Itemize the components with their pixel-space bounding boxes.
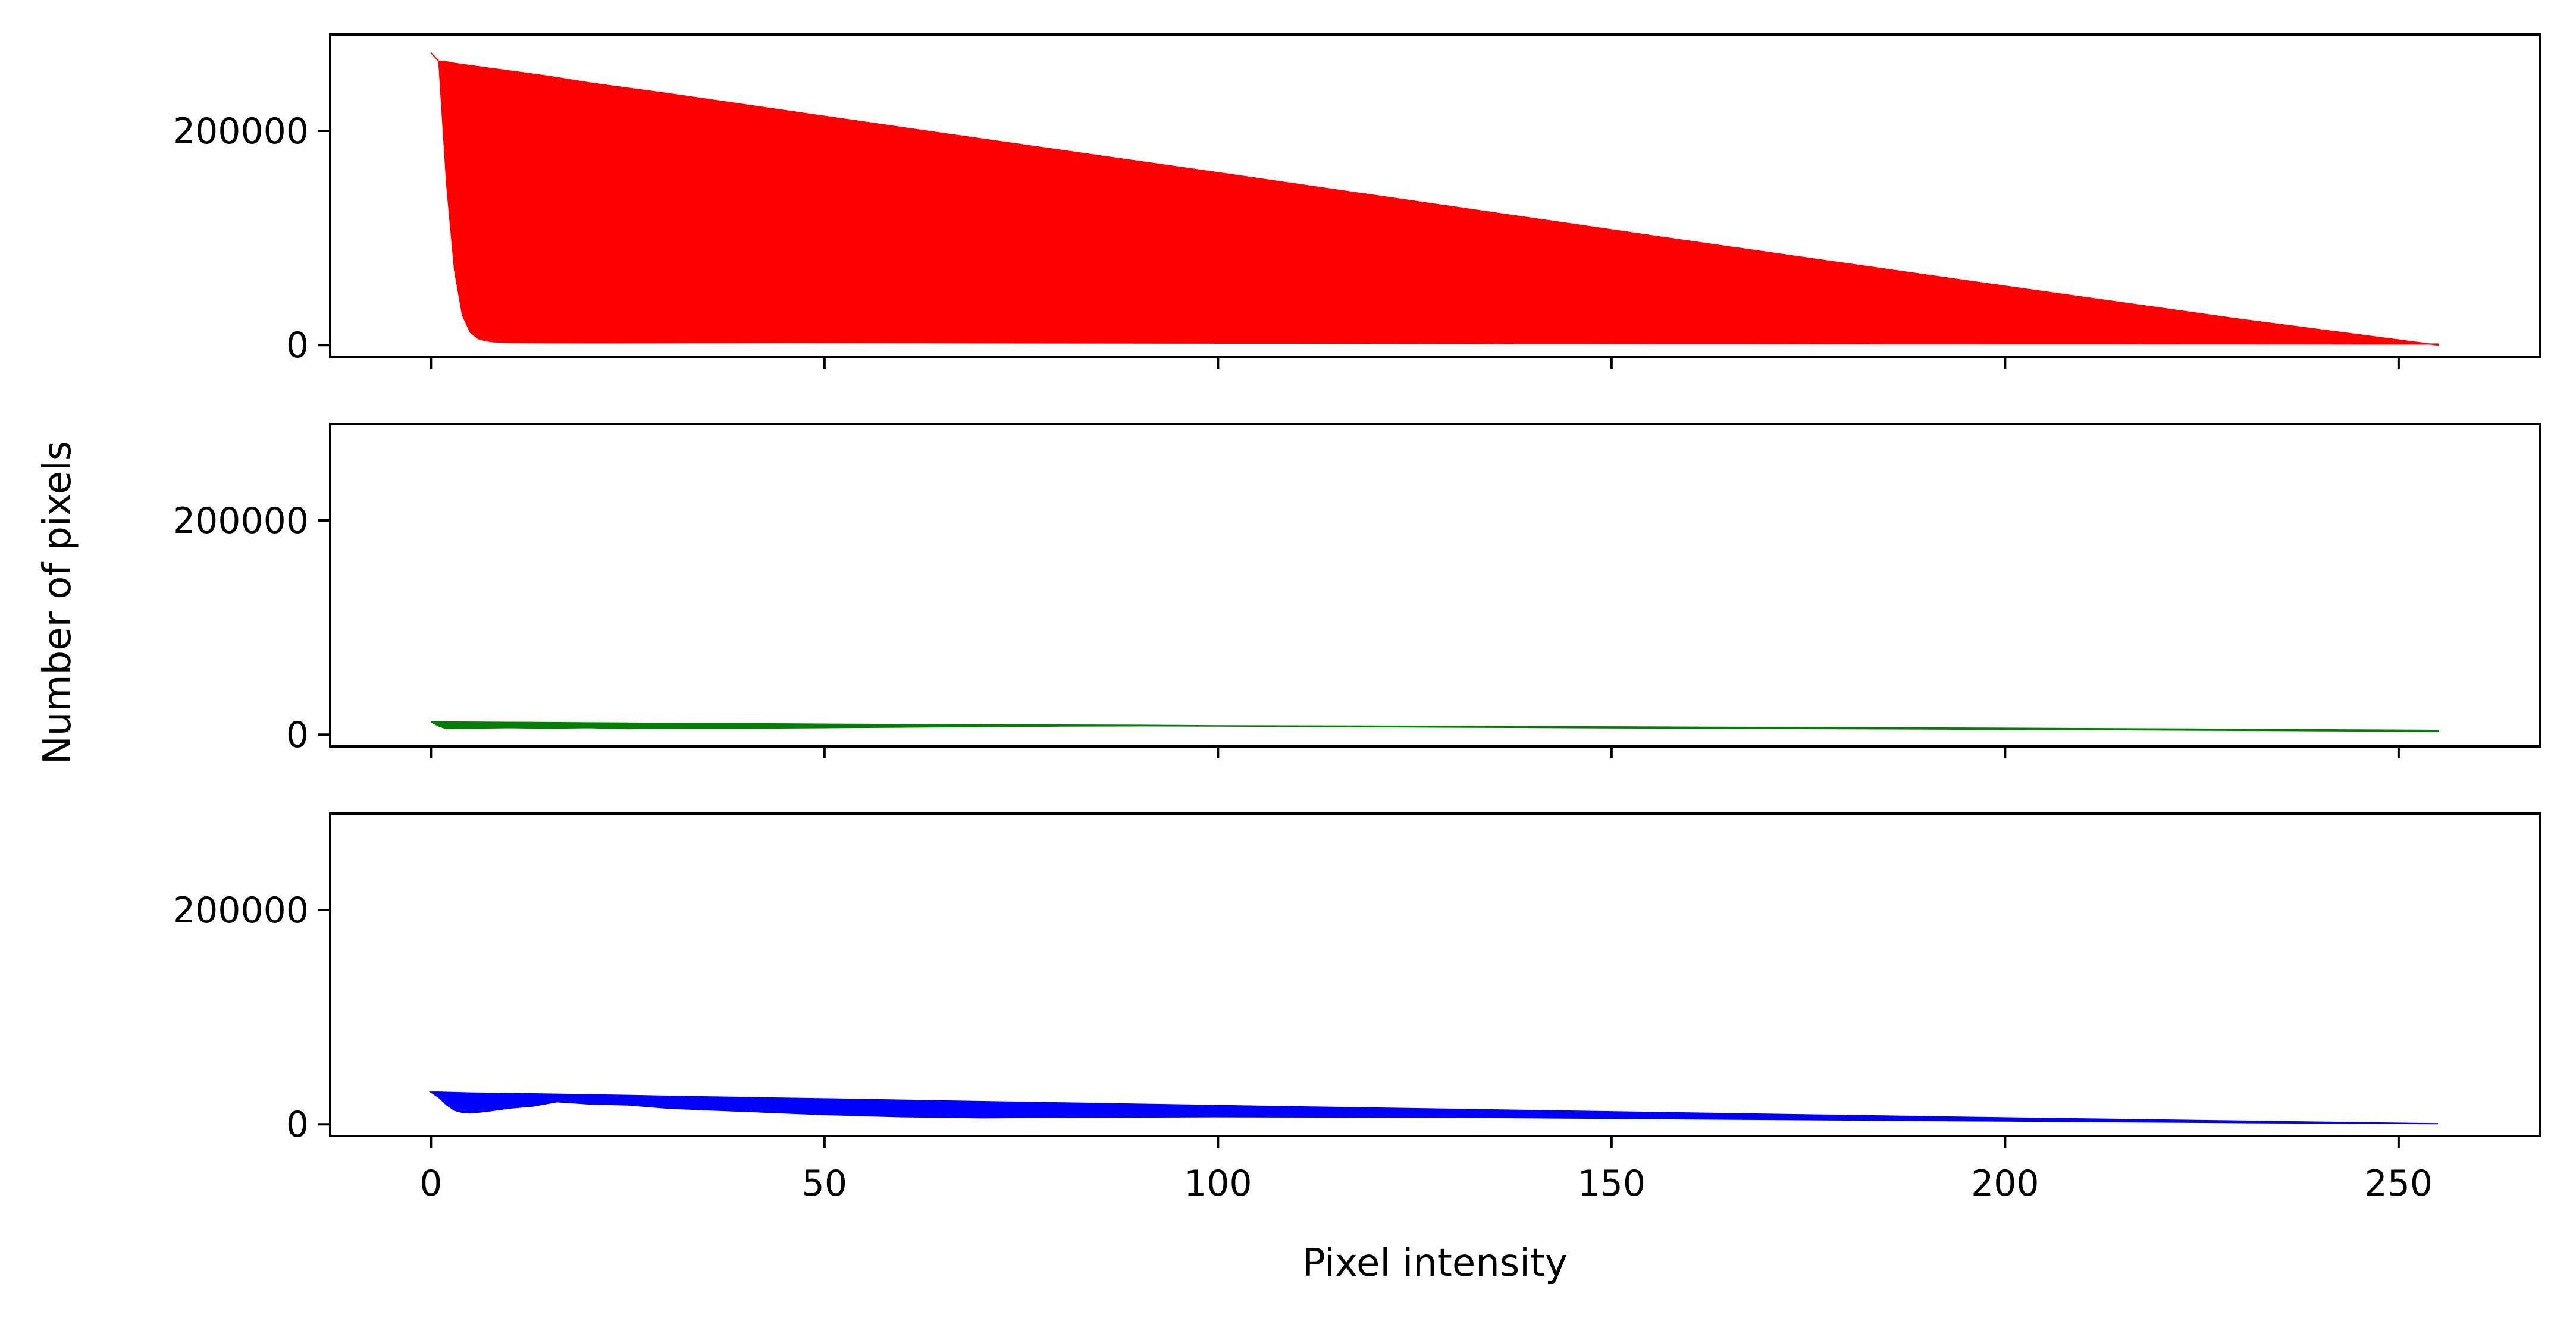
- y-tick-label: 0: [286, 325, 309, 366]
- histogram-area: [430, 52, 2439, 346]
- x-tick-label: 150: [1578, 1163, 1646, 1204]
- panels-layer: 0 200000 0 200000 0 200000 0 50 100 150 200 250: [173, 33, 2541, 1204]
- y-axis-title: Number of pixels: [36, 441, 80, 764]
- histogram-area: [429, 1091, 2439, 1125]
- x-tick-label: 0: [419, 1163, 442, 1204]
- y-tick-label: 0: [286, 714, 309, 756]
- y-tick-label: 0: [286, 1104, 309, 1146]
- x-tick-label: 250: [2365, 1163, 2433, 1204]
- x-tick-label: 50: [802, 1163, 847, 1204]
- y-tick-label: 200000: [173, 500, 309, 542]
- x-tick-label: 100: [1184, 1163, 1252, 1204]
- histogram-area: [430, 721, 2439, 732]
- y-tick-label: 200000: [173, 111, 309, 152]
- axes-frame: [329, 812, 2541, 1137]
- x-axis-title: Pixel intensity: [1302, 1241, 1568, 1285]
- y-tick-label: 200000: [173, 890, 309, 931]
- histogram-panel-1: 0 200000: [173, 33, 2541, 369]
- x-tick-label: 200: [1971, 1163, 2039, 1204]
- axes-frame: [329, 33, 2541, 358]
- histogram-panel-2: 0 200000: [173, 423, 2541, 758]
- axes-frame: [329, 423, 2541, 748]
- histogram-panel-3: 0 200000 0 50 100 150 200 250: [173, 812, 2541, 1204]
